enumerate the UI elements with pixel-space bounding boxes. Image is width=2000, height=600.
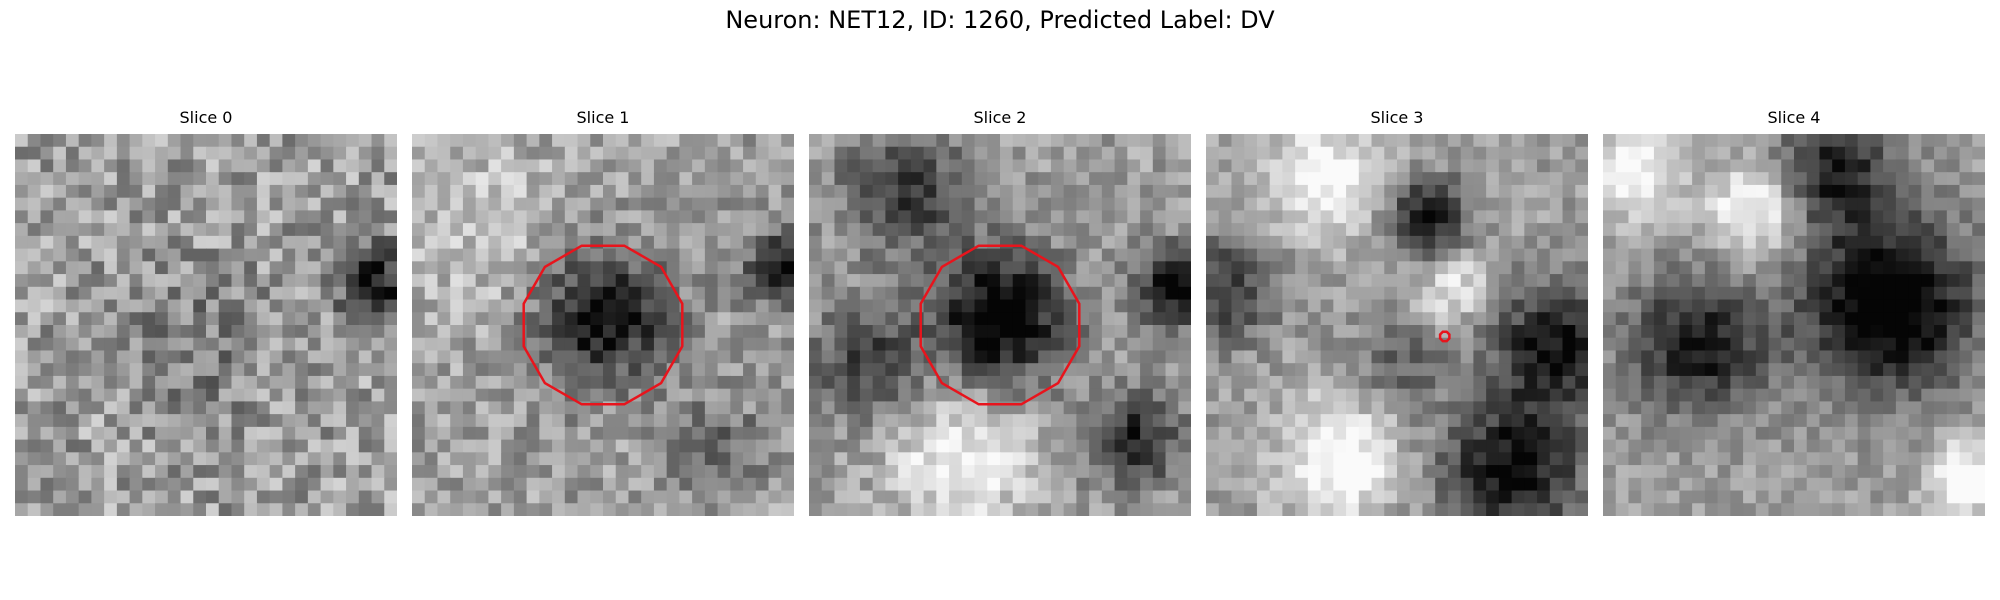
slice-title: Slice 4	[1767, 108, 1821, 127]
slice-title: Slice 1	[576, 108, 630, 127]
roi-outline	[522, 244, 684, 406]
pixel-grid	[412, 134, 794, 516]
slice-image-0	[15, 134, 397, 516]
slice-title: Slice 0	[179, 108, 233, 127]
roi-marker	[1438, 330, 1451, 343]
slice-title: Slice 3	[1370, 108, 1424, 127]
roi-outline	[919, 244, 1081, 406]
figure-title: Neuron: NET12, ID: 1260, Predicted Label…	[725, 6, 1275, 34]
slice-image-3	[1206, 134, 1588, 516]
slice-title: Slice 2	[973, 108, 1027, 127]
pixel-grid	[15, 134, 397, 516]
pixel-grid	[809, 134, 1191, 516]
pixel-grid	[1603, 134, 1985, 516]
slice-image-1	[412, 134, 794, 516]
slice-image-2	[809, 134, 1191, 516]
slice-image-4	[1603, 134, 1985, 516]
pixel-grid	[1206, 134, 1588, 516]
